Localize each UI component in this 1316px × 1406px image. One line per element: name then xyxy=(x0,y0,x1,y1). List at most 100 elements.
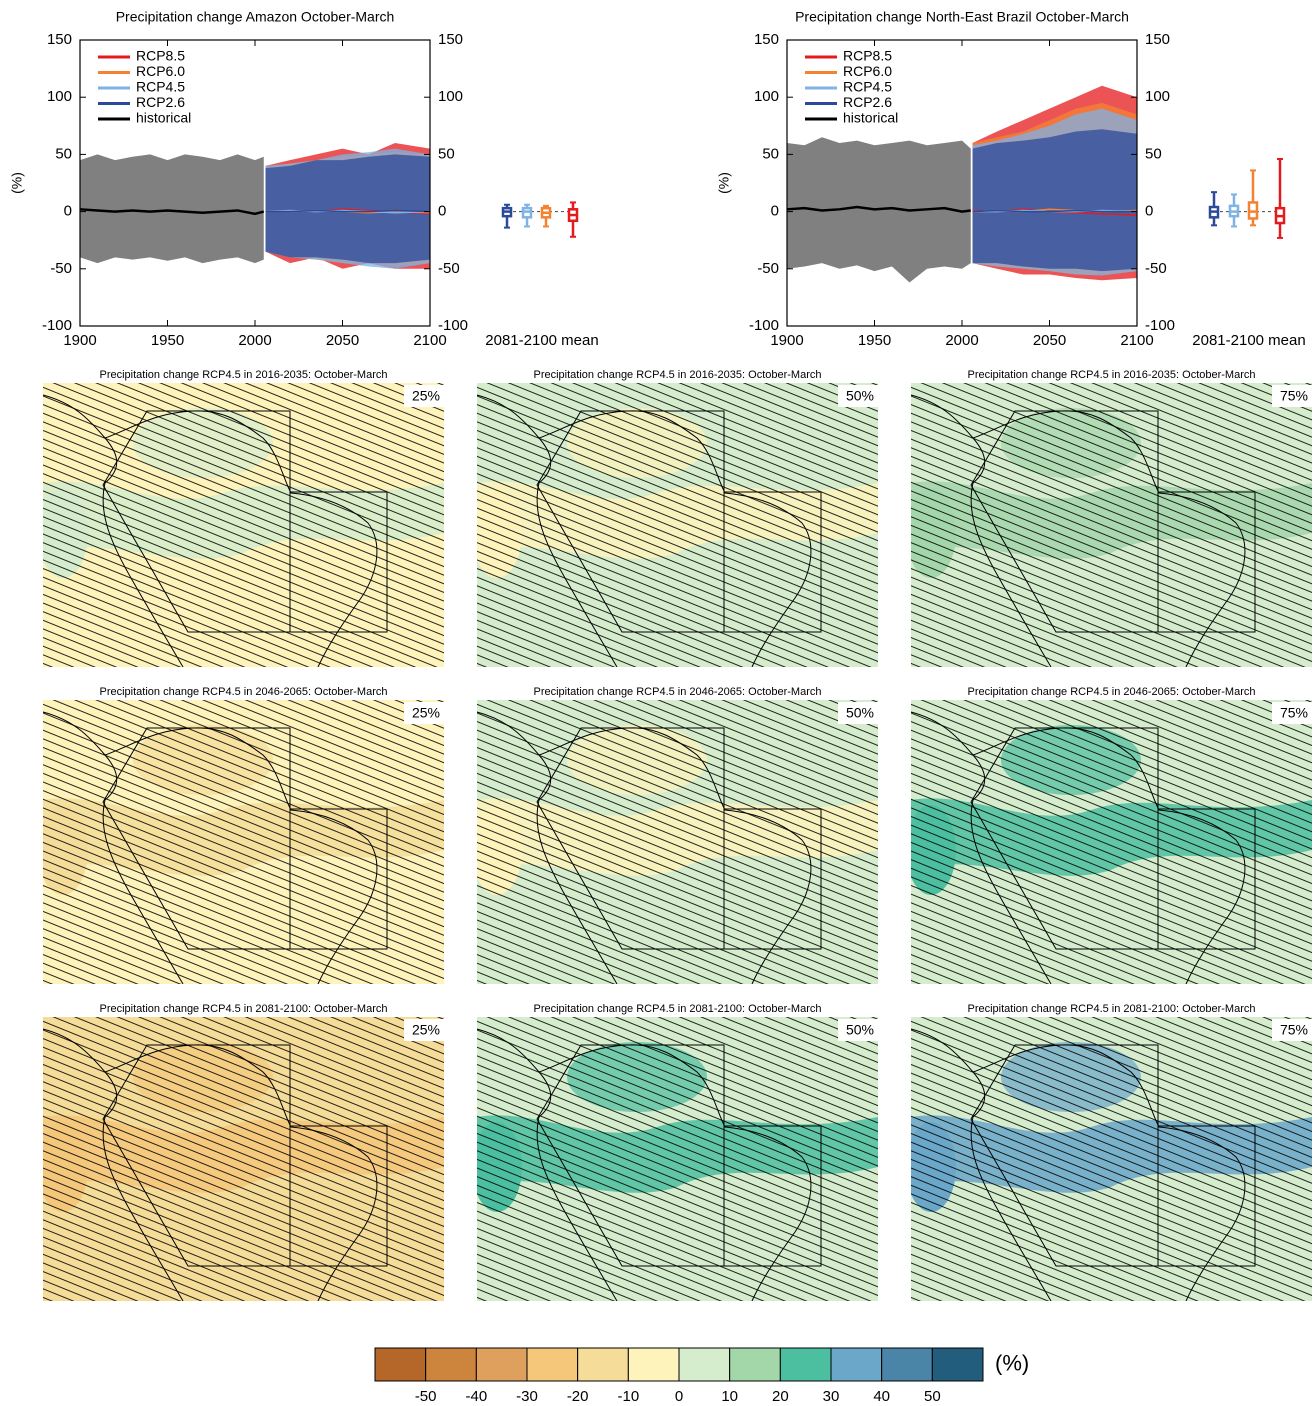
map-title: Precipitation change RCP4.5 in 2046-2065… xyxy=(100,686,388,698)
y-tick-label: 150 xyxy=(754,31,779,48)
x-tick-label: 1950 xyxy=(151,332,184,349)
map-panel: 75% xyxy=(911,700,1312,984)
y-tick-label: 150 xyxy=(438,31,463,48)
map-content xyxy=(477,700,878,984)
x-tick-label: 2050 xyxy=(1033,332,1066,349)
y-tick-label: 0 xyxy=(438,203,446,220)
amazon-region xyxy=(970,727,1159,950)
colorbar-bin xyxy=(779,1347,832,1382)
x-tick-label: 1900 xyxy=(770,332,803,349)
map-title: Precipitation change RCP4.5 in 2081-2100… xyxy=(100,1003,388,1015)
colorbar-tick-label: -30 xyxy=(516,1388,538,1405)
ne-brazil-region xyxy=(723,1125,822,1267)
map-title: Precipitation change RCP4.5 in 2016-2035… xyxy=(100,369,388,381)
amazon-region xyxy=(102,727,291,950)
amazon-region xyxy=(970,1044,1159,1267)
chart-title: Precipitation change Amazon October-Marc… xyxy=(116,9,395,25)
legend-label: RCP8.5 xyxy=(843,48,892,64)
legend-label: historical xyxy=(136,110,191,126)
colorbar-bin xyxy=(526,1347,579,1382)
colorbar-tick-label: 30 xyxy=(823,1388,840,1405)
percentile-label: 50% xyxy=(846,388,874,404)
colorbar-bin xyxy=(678,1347,731,1382)
y-tick-label: 150 xyxy=(1145,31,1170,48)
y-tick-label: 0 xyxy=(771,203,779,220)
y-tick-label: 50 xyxy=(1145,145,1162,162)
y-tick-label: -100 xyxy=(42,317,72,334)
label-box xyxy=(1272,1019,1312,1041)
spread-band xyxy=(265,154,430,264)
legend-label: RCP6.0 xyxy=(843,63,892,79)
legend-label: RCP4.5 xyxy=(843,79,892,95)
percentile-label: 25% xyxy=(412,705,440,721)
y-tick-label: -50 xyxy=(757,260,779,277)
amazon-region xyxy=(536,727,725,950)
percentile-label: 50% xyxy=(846,1022,874,1038)
y-tick-label: -50 xyxy=(50,260,72,277)
chart-title: Precipitation change North-East Brazil O… xyxy=(795,9,1129,25)
map-title: Precipitation change RCP4.5 in 2081-2100… xyxy=(968,1003,1256,1015)
y-tick-label: -100 xyxy=(749,317,779,334)
y-tick-label: 50 xyxy=(762,145,779,162)
y-tick-label: -50 xyxy=(438,260,460,277)
y-tick-label: 50 xyxy=(438,145,455,162)
hatching xyxy=(43,383,444,667)
map-panel: 50% xyxy=(477,700,878,984)
map-content xyxy=(43,383,444,667)
label-box xyxy=(838,1019,878,1041)
ne-brazil-region xyxy=(1157,491,1256,633)
map-panel: 25% xyxy=(43,700,444,984)
colorbar-bin xyxy=(577,1347,629,1382)
map-title: Precipitation change RCP4.5 in 2046-2065… xyxy=(534,686,822,698)
legend-label: RCP2.6 xyxy=(843,94,892,110)
map-content xyxy=(911,1017,1312,1301)
hatching xyxy=(43,700,444,984)
mean-line xyxy=(786,205,971,213)
percentile-label: 25% xyxy=(412,388,440,404)
y-tick-label: 100 xyxy=(1145,88,1170,105)
x-tick-label: 2000 xyxy=(945,332,978,349)
colorbar-bin xyxy=(425,1347,477,1382)
x-tick-label: 2000 xyxy=(238,332,271,349)
label-box xyxy=(404,385,444,407)
y-tick-label: 0 xyxy=(64,203,72,220)
colorbar-tick-label: -20 xyxy=(567,1388,589,1405)
colorbar-tick-label: 0 xyxy=(675,1388,683,1405)
map-panel: 75% xyxy=(911,383,1312,667)
box-axis-label: 2081-2100 mean xyxy=(1192,332,1305,349)
percentile-label: 75% xyxy=(1280,388,1308,404)
hatching xyxy=(477,1017,878,1301)
box-axis-label: 2081-2100 mean xyxy=(485,332,598,349)
colorbar-bin xyxy=(374,1347,427,1382)
label-box xyxy=(838,385,878,407)
x-tick-label: 2050 xyxy=(326,332,359,349)
legend-label: RCP2.6 xyxy=(136,94,185,110)
map-title: Precipitation change RCP4.5 in 2016-2035… xyxy=(534,369,822,381)
map-title: Precipitation change RCP4.5 in 2081-2100… xyxy=(534,1003,822,1015)
label-box xyxy=(404,702,444,724)
hatching xyxy=(911,700,1312,984)
amazon-region xyxy=(102,410,291,633)
label-box xyxy=(404,1019,444,1041)
map-content xyxy=(43,700,444,984)
amazon-region xyxy=(970,410,1159,633)
map-content xyxy=(477,383,878,667)
amazon-region xyxy=(536,1044,725,1267)
colorbar-label: (%) xyxy=(995,1350,1029,1375)
colorbar-tick-label: -10 xyxy=(617,1388,639,1405)
percentile-label: 50% xyxy=(846,705,874,721)
colorbar-tick-label: 20 xyxy=(772,1388,789,1405)
x-tick-label: 1950 xyxy=(858,332,891,349)
y-axis-label: (%) xyxy=(716,172,732,194)
colorbar-tick-label: 10 xyxy=(721,1388,738,1405)
ne-brazil-region xyxy=(289,1125,388,1267)
colorbar-bin xyxy=(729,1347,781,1382)
map-panel: 25% xyxy=(43,1017,444,1301)
ne-brazil-region xyxy=(1157,1125,1256,1267)
ne-brazil-region xyxy=(723,808,822,950)
colorbar-bin xyxy=(830,1347,883,1382)
legend-label: RCP4.5 xyxy=(136,79,185,95)
mean-line xyxy=(972,209,1137,213)
label-box xyxy=(1272,385,1312,407)
